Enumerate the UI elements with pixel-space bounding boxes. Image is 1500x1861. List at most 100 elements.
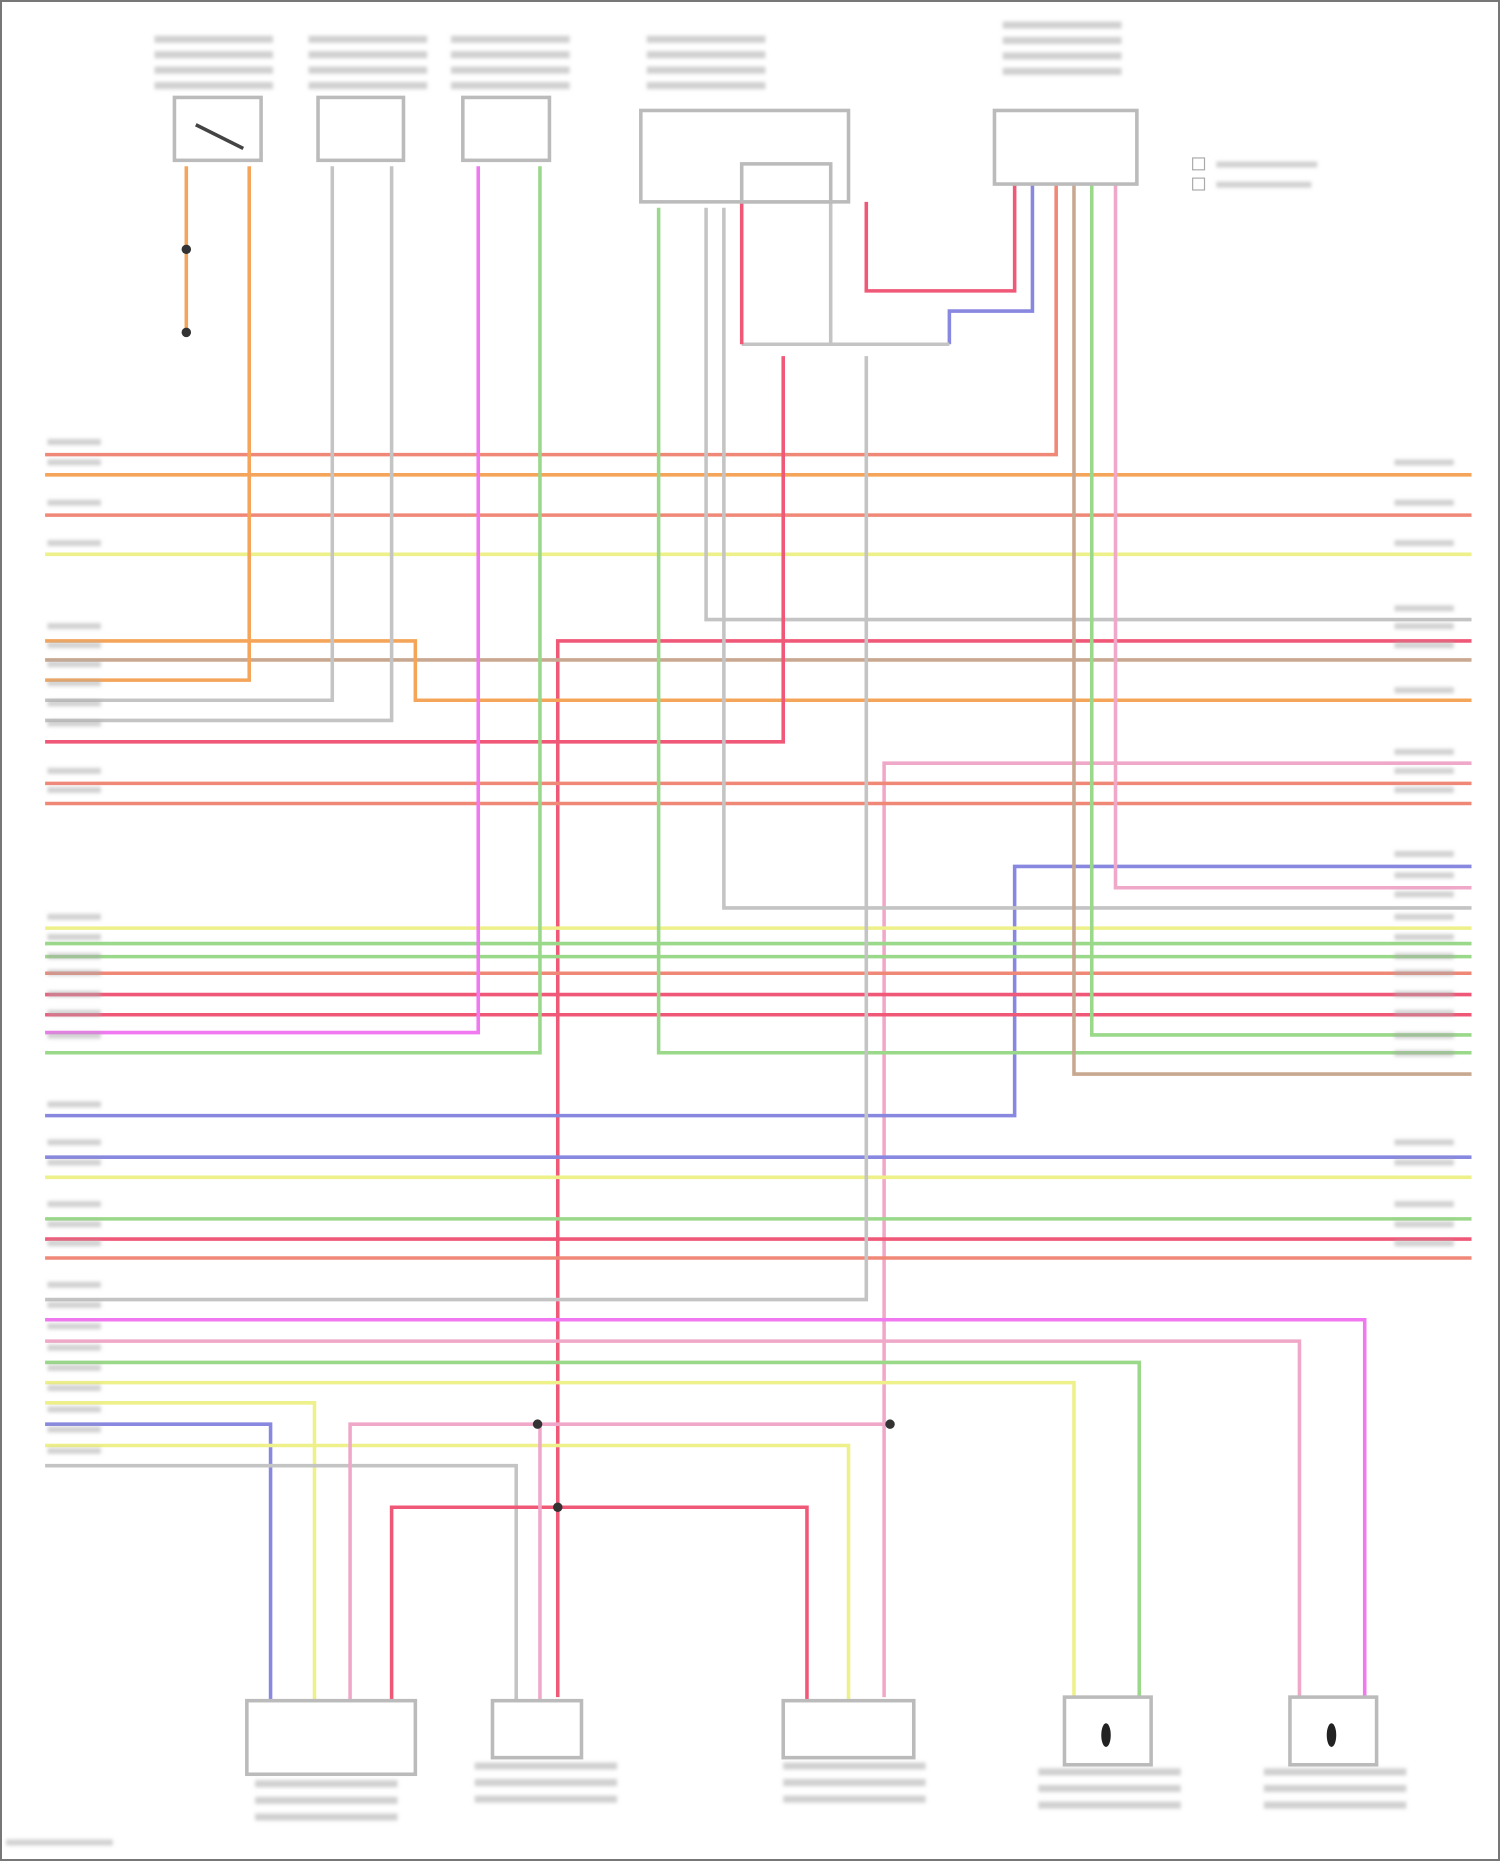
illegible-label <box>646 51 766 59</box>
illegible-label <box>1394 1221 1454 1228</box>
splice-junction <box>553 1502 563 1512</box>
wire-magenta <box>45 166 481 1035</box>
illegible-label <box>646 35 766 43</box>
wire-green <box>1089 178 1472 1037</box>
illegible-label <box>450 35 570 43</box>
wire-yellow <box>45 1401 317 1701</box>
wire-green <box>45 1360 1142 1698</box>
illegible-label <box>47 1364 101 1371</box>
component-box <box>490 1698 584 1760</box>
illegible-label <box>474 1778 618 1787</box>
wire-blue <box>45 1422 273 1701</box>
illegible-label <box>1394 1050 1454 1057</box>
illegible-label <box>646 82 766 90</box>
illegible-label <box>308 82 428 90</box>
illegible-label <box>1002 36 1122 45</box>
illegible-label <box>1394 748 1454 755</box>
illegible-label <box>1394 953 1454 959</box>
illegible-label <box>1002 67 1122 75</box>
illegible-label <box>154 51 273 59</box>
illegible-label <box>1394 1032 1454 1039</box>
wire-gray <box>45 166 335 703</box>
wire-gray <box>704 207 1472 622</box>
illegible-label <box>1394 605 1454 612</box>
illegible-label <box>1394 623 1454 630</box>
illegible-label <box>47 1240 101 1247</box>
wire-pink <box>882 761 1472 1698</box>
illegible-label <box>450 51 570 59</box>
illegible-label <box>1002 21 1122 29</box>
illegible-label <box>47 1101 101 1108</box>
illegible-label <box>47 499 101 506</box>
illegible-label <box>47 1010 101 1016</box>
illegible-label <box>47 934 101 940</box>
legend-symbol <box>1192 157 1206 171</box>
illegible-label <box>1002 52 1122 60</box>
illegible-label <box>1394 1159 1454 1166</box>
illegible-label <box>1394 850 1454 857</box>
component-box <box>172 95 263 163</box>
illegible-label <box>1216 161 1318 168</box>
illegible-label <box>1394 991 1454 997</box>
component-inner-box <box>739 162 833 204</box>
illegible-label <box>47 1447 101 1454</box>
illegible-label <box>1394 786 1454 793</box>
wire-red <box>555 639 1472 1698</box>
illegible-label <box>47 1032 101 1039</box>
illegible-label <box>1263 1768 1407 1776</box>
illegible-label <box>47 1301 101 1308</box>
illegible-label <box>1394 1201 1454 1208</box>
wire-gray <box>45 1463 518 1701</box>
wire-pink <box>45 1339 1302 1698</box>
illegible-label <box>154 82 273 90</box>
illegible-label <box>1038 1768 1181 1776</box>
illegible-label <box>47 1344 101 1351</box>
illegible-label <box>1394 767 1454 774</box>
wire-blue <box>947 178 1035 345</box>
wire-tan <box>1072 178 1472 1076</box>
splice-junction <box>532 1419 543 1429</box>
illegible-label <box>47 439 101 446</box>
illegible-label <box>1394 642 1454 649</box>
illegible-label <box>47 642 101 649</box>
illegible-label <box>1216 181 1312 188</box>
illegible-label <box>47 459 101 466</box>
component-box <box>316 95 406 163</box>
illegible-label <box>1038 1784 1181 1793</box>
wire-red <box>45 356 786 744</box>
wire-gray <box>45 356 869 1302</box>
wire-pink <box>1113 178 1472 890</box>
wire-orange <box>45 166 251 682</box>
wire-orange <box>45 639 1472 703</box>
illegible-label <box>47 720 101 727</box>
illegible-label <box>154 66 273 74</box>
illegible-label <box>308 66 428 74</box>
illegible-label <box>47 1385 101 1391</box>
illegible-label <box>47 700 101 707</box>
illegible-label <box>783 1762 926 1770</box>
wire-salmon <box>45 178 1058 457</box>
illegible-label <box>1394 969 1454 976</box>
illegible-label <box>1263 1784 1407 1793</box>
illegible-label <box>47 767 101 774</box>
wire-gray <box>45 166 394 723</box>
legend-symbol <box>1192 177 1206 191</box>
illegible-label <box>1394 934 1454 940</box>
illegible-label <box>450 66 570 74</box>
illegible-label <box>47 661 101 668</box>
illegible-label <box>47 623 101 630</box>
illegible-label <box>1394 499 1454 506</box>
illegible-label <box>154 35 273 43</box>
illegible-label <box>450 82 570 90</box>
illegible-label <box>783 1778 926 1787</box>
sensor-element-icon <box>1101 1723 1111 1747</box>
splice-junction <box>181 244 192 255</box>
illegible-label <box>47 540 101 547</box>
illegible-label <box>47 991 101 997</box>
illegible-label <box>47 1159 101 1166</box>
illegible-label <box>1394 1240 1454 1247</box>
illegible-label <box>308 35 428 43</box>
illegible-label <box>1394 540 1454 547</box>
